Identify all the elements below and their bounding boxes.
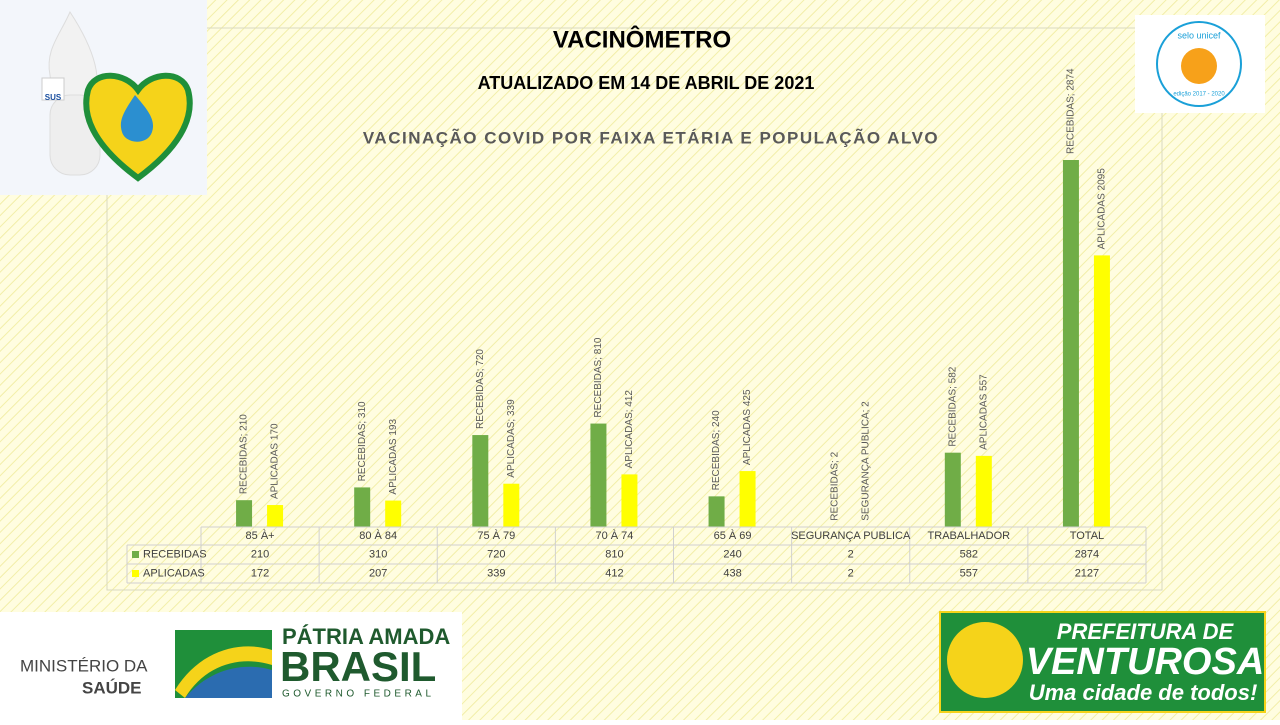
category-label: 80 À 84 [359,529,397,542]
mascot-logo: SUS [0,0,207,195]
data-label: RECEBIDAS; 810 [593,337,604,417]
table-value: 438 [723,567,741,579]
data-label: APLICADAS 170 [270,423,281,499]
table-value: 810 [605,548,623,560]
data-label: APLICADAS; 339 [506,399,517,478]
data-label: RECEBIDAS; 2 [829,451,840,520]
table-value: 172 [251,567,269,579]
table-value: 207 [369,567,387,579]
bar [621,474,637,527]
unicef-logo: selo unicef edição 2017 - 2020 [1135,15,1265,113]
table-value: 2 [848,548,854,560]
data-label: APLICADAS 425 [742,389,753,465]
table-value: 310 [369,548,387,560]
page-subtitle: ATUALIZADO EM 14 DE ABRIL DE 2021 [478,73,815,93]
table-value: 412 [605,567,623,579]
table-value: 2 [848,567,854,579]
bar [945,453,961,527]
table-value: 557 [960,567,978,579]
chart-title: VACINAÇÃO COVID POR FAIXA ETÁRIA E POPUL… [363,127,939,147]
data-label: RECEBIDAS; 240 [711,410,722,490]
unicef-label: selo unicef [1177,30,1221,40]
city-logo: PREFEITURA DE VENTUROSA Uma cidade de to… [940,612,1265,712]
city-line3: Uma cidade de todos! [1029,680,1258,705]
bar [709,496,725,527]
data-label: RECEBIDAS; 210 [239,414,250,494]
bar [354,487,370,527]
bar [385,501,401,527]
brasil-line2: BRASIL [280,643,436,690]
data-label: APLICADAS 2095 [1097,168,1108,250]
category-label: SEGURANÇA PUBLICA [791,530,911,542]
bar [740,471,756,527]
table-value: 2874 [1075,548,1099,560]
page-title: VACINÔMETRO [553,25,731,53]
table-value: 210 [251,548,269,560]
bar [236,500,252,527]
bar [472,435,488,527]
data-label: APLICADAS; 412 [624,390,635,469]
category-label: 85 À+ [246,529,275,542]
brasil-line3: GOVERNO FEDERAL [282,689,435,700]
legend-key [132,551,139,558]
ministry-line2: SAÚDE [82,678,142,697]
category-label: TRABALHADOR [928,530,1011,542]
category-label: 70 À 74 [595,529,633,542]
ministry-logo: MINISTÉRIO DA SAÚDE PÁTRIA AMADA BRASIL … [0,612,462,720]
bar [503,484,519,527]
table-value: 582 [960,548,978,560]
bar [1094,255,1110,527]
category-label: TOTAL [1070,530,1104,542]
data-label: RECEBIDAS; 2874 [1066,68,1077,154]
table-value: 2127 [1075,567,1099,579]
city-line2: VENTUROSA [1026,641,1265,683]
category-label: 65 À 69 [714,529,752,542]
ministry-line1: MINISTÉRIO DA [20,656,148,675]
bar [590,424,606,527]
bar [1063,160,1079,527]
data-label: SEGURANÇA PUBLICA; 2 [860,401,871,521]
data-label: APLICADAS 557 [978,374,989,450]
table-value: 720 [487,548,505,560]
sus-label: SUS [45,93,62,102]
data-label: RECEBIDAS; 582 [947,366,958,446]
legend-label: RECEBIDAS [143,548,207,560]
unicef-edition: edição 2017 - 2020 [1173,92,1225,98]
data-label: RECEBIDAS; 310 [357,401,368,481]
data-label: RECEBIDAS; 720 [475,349,486,429]
category-label: 75 À 79 [477,529,515,542]
bar [267,505,283,527]
table-value: 240 [723,548,741,560]
bar [976,456,992,527]
legend-key [132,570,139,577]
legend-label: APLICADAS [143,567,205,579]
data-label: APLICADAS 193 [388,419,399,495]
table-value: 339 [487,567,505,579]
